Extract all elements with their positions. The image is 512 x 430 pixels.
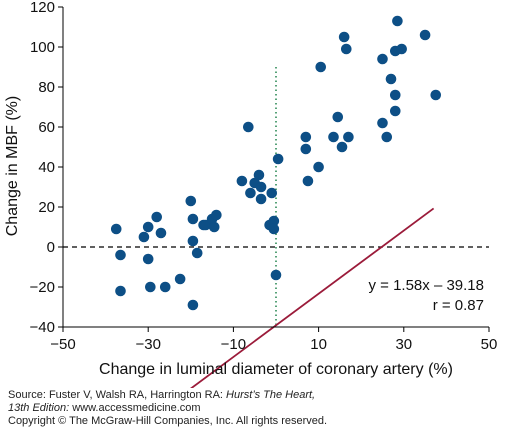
data-point [155, 227, 167, 239]
data-point [268, 215, 280, 227]
source-url: www.accessmedicine.com [69, 402, 201, 414]
data-point [187, 213, 199, 225]
y-tick-label: 100 [30, 39, 55, 56]
data-point [328, 131, 339, 143]
source-line: Source: Fuster V, Walsh RA, Harrington R… [8, 389, 316, 401]
x-tick-label: 10 [310, 336, 327, 353]
data-point [245, 187, 256, 199]
data-point [336, 141, 348, 153]
data-point [302, 175, 314, 187]
data-point [255, 181, 267, 193]
x-tick-label: 30 [395, 336, 412, 353]
data-point [270, 269, 282, 281]
data-point [340, 43, 352, 55]
data-point [338, 31, 350, 43]
data-point [392, 15, 403, 27]
correlation-coefficient: r = 0.87 [433, 297, 484, 314]
book-title: Hurst’s The Heart, [226, 389, 316, 401]
source-credit: Source: Fuster V, Walsh RA, Harrington R… [8, 389, 327, 428]
regression-equation: y = 1.58x – 39.18 [368, 277, 484, 294]
data-point [430, 89, 442, 101]
data-point [385, 73, 397, 85]
x-tick-label: −30 [135, 336, 160, 353]
reference-lines [63, 67, 489, 327]
tick-labels: −40 −20 0 20 40 60 80 100 120 −50 −30 −10 10 30 50 [30, 0, 498, 353]
data-point [300, 143, 312, 155]
data-point [389, 89, 401, 101]
data-point [343, 131, 354, 143]
data-point [115, 249, 126, 261]
data-point [300, 131, 312, 143]
y-axis-label: Change in MBF (%) [4, 96, 21, 237]
x-tick-label: −50 [50, 336, 75, 353]
data-point [185, 195, 197, 207]
x-tick-label: 50 [481, 336, 498, 353]
data-point [145, 281, 156, 293]
y-tick-label: 0 [47, 239, 55, 256]
copyright: Copyright © The McGraw-Hill Companies, I… [8, 415, 328, 427]
data-point [159, 281, 171, 293]
data-point [389, 105, 401, 117]
y-tick-label: 40 [38, 159, 55, 176]
data-point [268, 223, 280, 235]
data-point [253, 169, 265, 181]
y-tick-label: −20 [30, 279, 55, 296]
data-point [272, 153, 284, 165]
data-point [332, 111, 344, 123]
y-tick-label: 120 [30, 0, 55, 16]
scatter-chart: −40 −20 0 20 40 60 80 100 120 −50 −30 −10 10 30 50 Cha… [4, 0, 498, 388]
data-point [174, 273, 186, 285]
axes [58, 6, 490, 332]
data-point [115, 285, 126, 297]
data-point [381, 131, 393, 143]
data-point [419, 29, 431, 41]
data-point [138, 231, 150, 243]
data-point [187, 299, 199, 311]
x-tick-label: −10 [221, 336, 246, 353]
data-point [191, 247, 203, 259]
data-point [208, 221, 220, 233]
data-point [142, 253, 154, 265]
data-point [266, 187, 278, 199]
y-tick-label: 60 [38, 119, 55, 136]
regression-line [190, 207, 435, 388]
data-point [110, 223, 122, 235]
data-point [396, 43, 407, 55]
edition: 13th Edition: [8, 402, 70, 414]
data-point [151, 211, 163, 223]
data-point [313, 161, 324, 173]
y-tick-label: 20 [38, 199, 55, 216]
data-point [255, 193, 267, 205]
y-tick-label: −40 [30, 319, 55, 336]
edition-line: 13th Edition: www.accessmedicine.com [8, 402, 327, 415]
data-point [315, 61, 327, 73]
data-point [211, 209, 222, 221]
data-point [377, 53, 388, 65]
x-axis-label: Change in luminal diameter of coronary a… [99, 361, 453, 378]
data-point [243, 121, 254, 133]
data-points [110, 15, 442, 311]
data-point [187, 235, 199, 247]
data-point [377, 117, 388, 129]
data-point [236, 175, 248, 187]
regression-line-group [190, 207, 435, 388]
y-tick-label: 80 [38, 79, 55, 96]
data-point [142, 221, 154, 233]
